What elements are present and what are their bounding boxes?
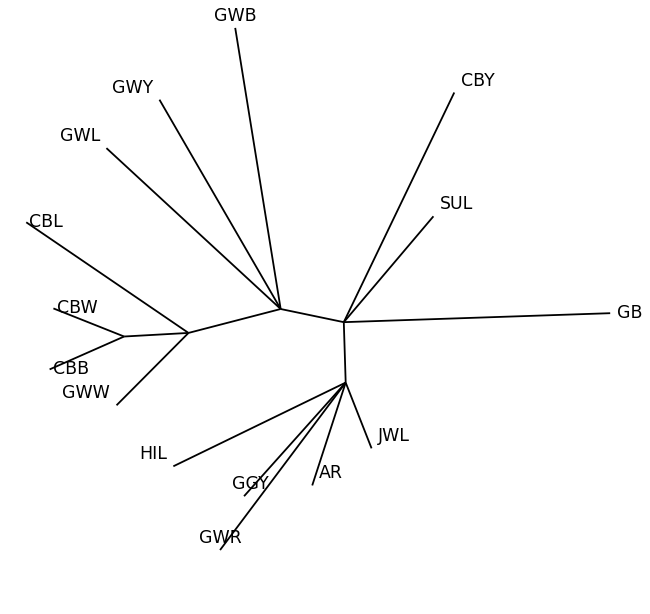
Text: GB: GB <box>616 304 642 322</box>
Text: CBY: CBY <box>461 71 495 90</box>
Text: HIL: HIL <box>139 445 167 464</box>
Text: CBL: CBL <box>29 213 63 231</box>
Text: GWB: GWB <box>214 7 257 25</box>
Text: GWL: GWL <box>60 127 100 145</box>
Text: JWL: JWL <box>378 427 410 445</box>
Text: GWR: GWR <box>199 529 241 547</box>
Text: CBB: CBB <box>53 360 89 378</box>
Text: CBW: CBW <box>57 300 98 317</box>
Text: GWY: GWY <box>112 79 153 96</box>
Text: GWW: GWW <box>62 384 110 402</box>
Text: AR: AR <box>318 464 343 483</box>
Text: GGY: GGY <box>232 475 268 493</box>
Text: SUL: SUL <box>440 195 473 213</box>
